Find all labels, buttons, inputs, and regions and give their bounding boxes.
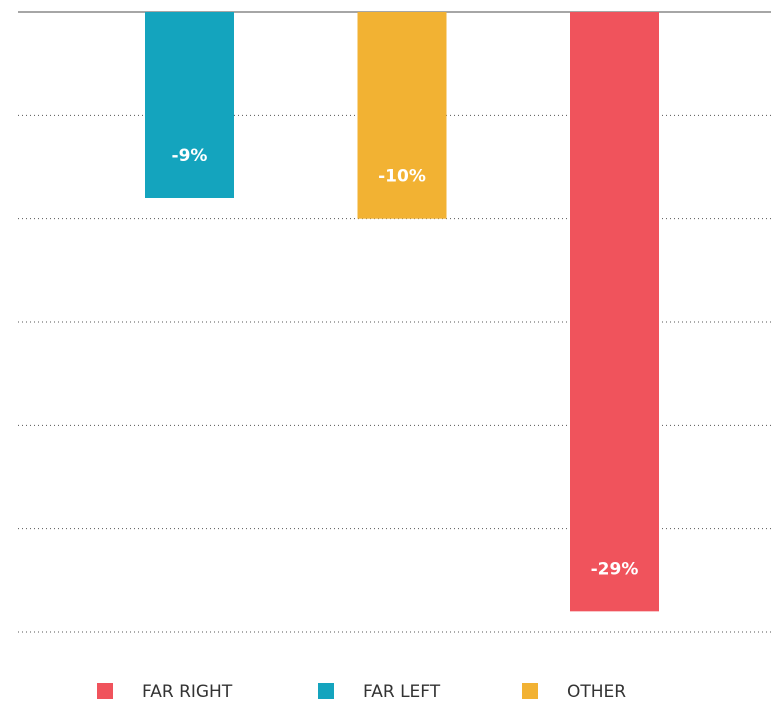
value-label: -29% — [591, 559, 639, 579]
legend-swatch — [318, 683, 334, 699]
bar — [145, 12, 234, 198]
legend-swatch — [97, 683, 113, 699]
legend-swatch — [522, 683, 538, 699]
legend-label: OTHER — [567, 682, 626, 702]
bar — [357, 12, 447, 219]
value-label: -10% — [378, 167, 426, 187]
legend-label: FAR LEFT — [363, 682, 441, 702]
bar — [570, 12, 659, 612]
legend-label: FAR RIGHT — [142, 682, 233, 702]
value-label: -9% — [172, 146, 208, 166]
